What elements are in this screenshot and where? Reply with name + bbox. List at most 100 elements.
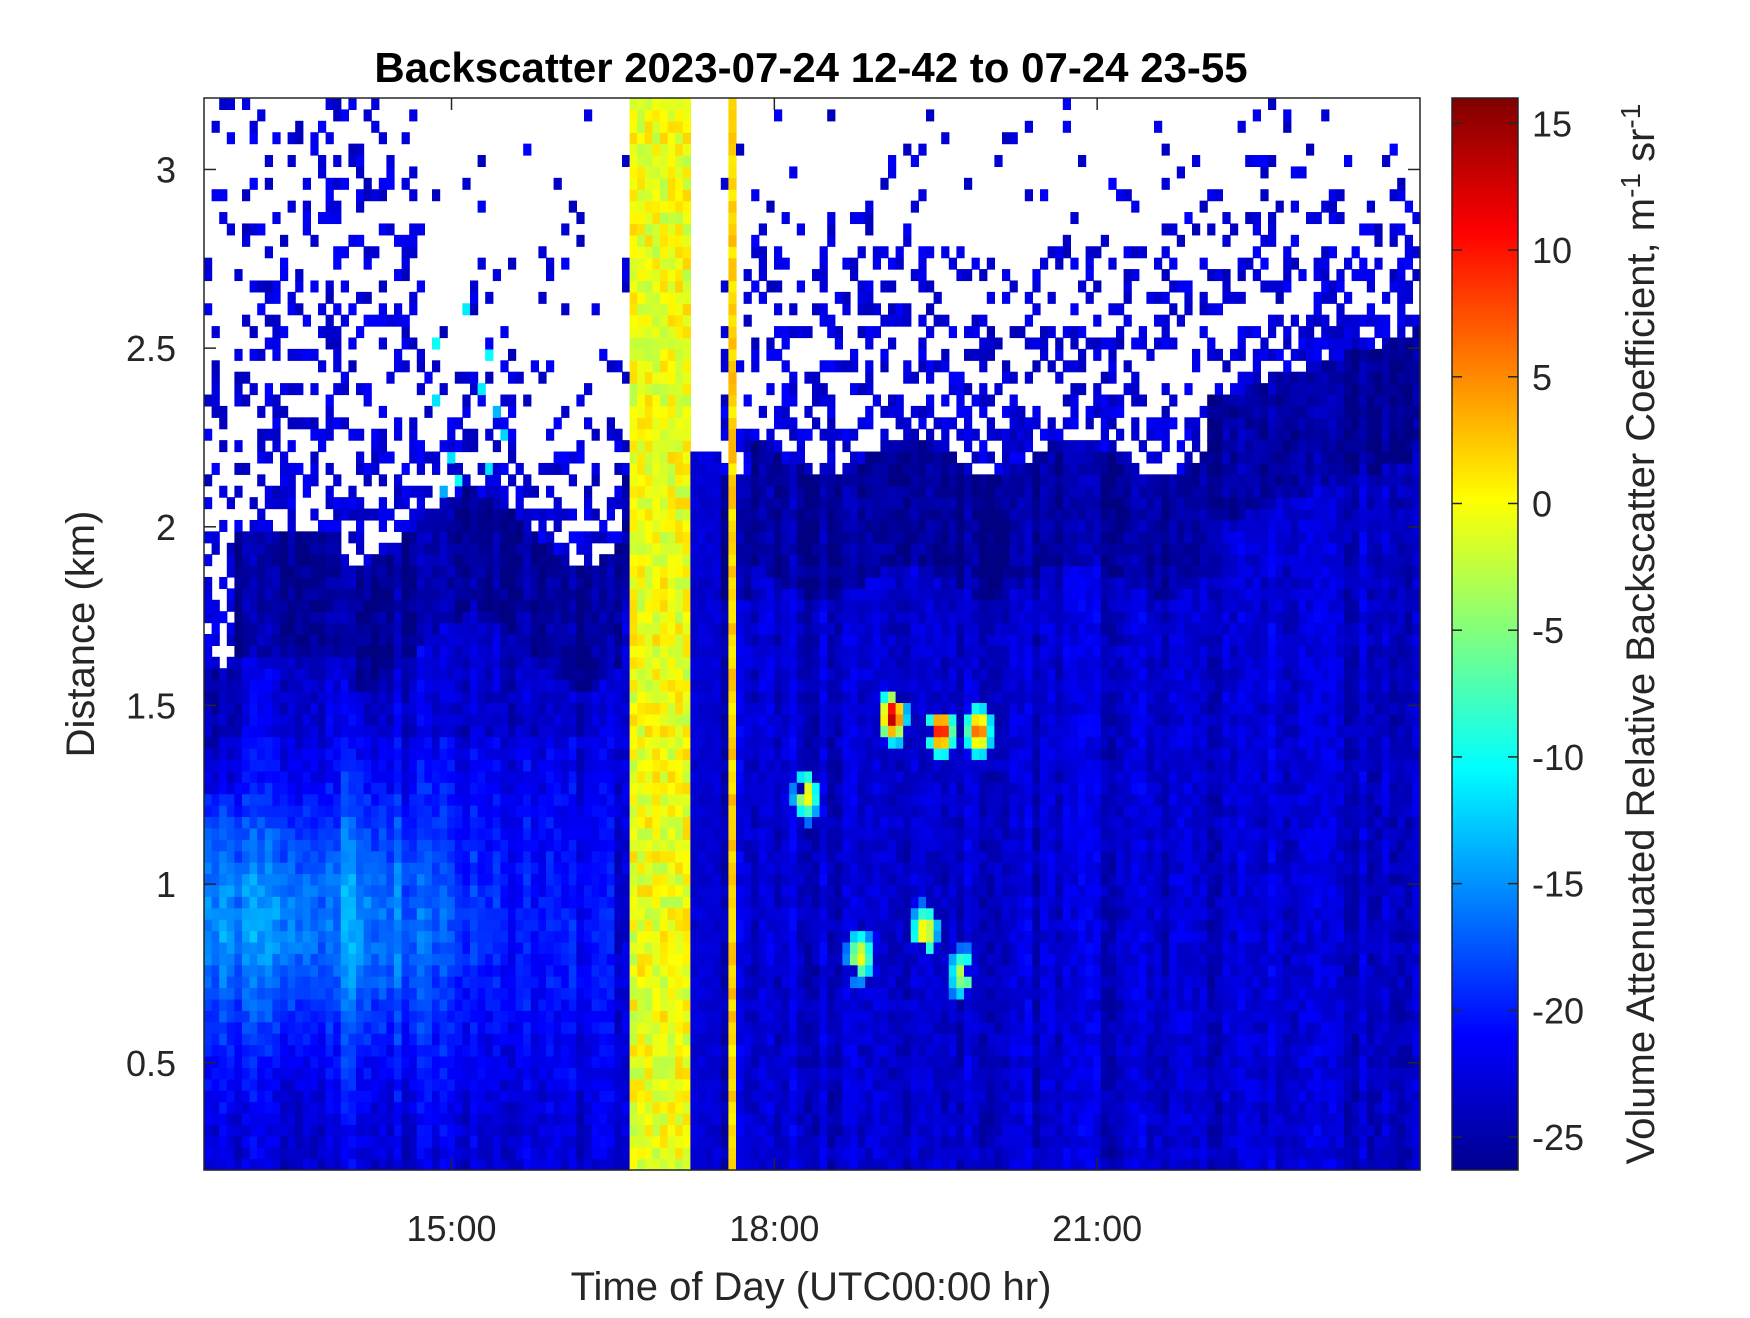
heatmap-cell: [264, 805, 273, 818]
heatmap-cell: [454, 1033, 463, 1046]
heatmap-cell: [652, 1147, 661, 1160]
heatmap-cell: [302, 177, 311, 190]
heatmap-cell: [356, 748, 365, 761]
heatmap-cell: [325, 702, 334, 715]
heatmap-cell: [257, 1055, 266, 1068]
heatmap-cell: [690, 554, 699, 567]
heatmap-cell: [470, 691, 479, 704]
heatmap-cell: [682, 451, 691, 464]
heatmap-cell: [561, 748, 570, 761]
heatmap-cell: [477, 816, 486, 829]
heatmap-cell: [515, 1135, 524, 1148]
heatmap-cell: [682, 394, 691, 407]
heatmap-cell: [584, 862, 593, 875]
heatmap-cell: [318, 941, 327, 954]
heatmap-cell: [530, 953, 539, 966]
heatmap-cell: [576, 1067, 585, 1080]
heatmap-cell: [728, 691, 737, 704]
heatmap-cell: [454, 485, 463, 498]
heatmap-cell: [348, 1158, 357, 1171]
heatmap-cell: [439, 1044, 448, 1057]
heatmap-cell: [378, 611, 387, 624]
heatmap-cell: [538, 1078, 547, 1091]
heatmap-cell: [333, 656, 342, 669]
heatmap-cell: [325, 987, 334, 1000]
heatmap-cell: [363, 291, 372, 304]
heatmap-cell: [667, 805, 676, 818]
heatmap-cell: [606, 531, 615, 544]
heatmap-cell: [226, 565, 235, 578]
heatmap-cell: [599, 998, 608, 1011]
heatmap-cell: [606, 748, 615, 761]
heatmap-cell: [485, 371, 494, 384]
heatmap-cell: [500, 554, 509, 567]
heatmap-cell: [386, 576, 395, 589]
heatmap-cell: [416, 816, 425, 829]
heatmap-cell: [401, 725, 410, 738]
heatmap-cell: [644, 588, 653, 601]
heatmap-cell: [728, 314, 737, 327]
heatmap-cell: [515, 679, 524, 692]
heatmap-cell: [470, 976, 479, 989]
heatmap-cell: [508, 531, 517, 544]
heatmap-cell: [272, 941, 281, 954]
heatmap-cell: [561, 462, 570, 475]
heatmap-cell: [325, 1033, 334, 1046]
heatmap-cell: [492, 668, 501, 681]
heatmap-cell: [599, 827, 608, 840]
heatmap-cell: [394, 611, 403, 624]
heatmap-cell: [720, 588, 729, 601]
heatmap-cell: [713, 976, 722, 989]
heatmap-cell: [401, 770, 410, 783]
heatmap-cell: [690, 531, 699, 544]
heatmap-cell: [546, 725, 555, 738]
heatmap-cell: [606, 1112, 615, 1125]
heatmap-cell: [287, 622, 296, 635]
heatmap-cell: [394, 1101, 403, 1114]
heatmap-cell: [538, 1055, 547, 1068]
heatmap-cell: [546, 599, 555, 612]
heatmap-cell: [394, 702, 403, 715]
heatmap-cell: [287, 417, 296, 430]
heatmap-cell: [720, 850, 729, 863]
heatmap-cell: [477, 907, 486, 920]
heatmap-cell: [713, 1147, 722, 1160]
heatmap-cell: [743, 976, 752, 989]
heatmap-cell: [318, 953, 327, 966]
heatmap-cell: [720, 417, 729, 430]
heatmap-cell: [470, 679, 479, 692]
heatmap-cell: [204, 1158, 213, 1171]
heatmap-cell: [606, 953, 615, 966]
heatmap-cell: [234, 1124, 243, 1137]
heatmap-cell: [257, 1158, 266, 1171]
heatmap-cell: [378, 1135, 387, 1148]
heatmap-cell: [690, 816, 699, 829]
heatmap-cell: [682, 884, 691, 897]
heatmap-cell: [553, 1135, 562, 1148]
heatmap-cell: [508, 998, 517, 1011]
heatmap-cell: [568, 907, 577, 920]
heatmap-cell: [462, 1055, 471, 1068]
heatmap-cell: [728, 953, 737, 966]
heatmap-cell: [553, 896, 562, 909]
heatmap-cell: [272, 440, 281, 453]
heatmap-cell: [751, 873, 760, 886]
heatmap-cell: [728, 599, 737, 612]
heatmap-cell: [462, 1158, 471, 1171]
heatmap-cell: [409, 691, 418, 704]
heatmap-cell: [736, 143, 745, 156]
heatmap-cell: [340, 1112, 349, 1125]
heatmap-cell: [477, 702, 486, 715]
heatmap-cell: [682, 850, 691, 863]
heatmap-cell: [682, 919, 691, 932]
heatmap-cell: [515, 576, 524, 589]
heatmap-cell: [705, 611, 714, 624]
heatmap-cell: [424, 964, 433, 977]
heatmap-cell: [530, 360, 539, 373]
heatmap-cell: [675, 383, 684, 396]
heatmap-cell: [743, 1055, 752, 1068]
heatmap-cell: [280, 736, 289, 749]
heatmap-cell: [394, 1147, 403, 1160]
heatmap-cell: [622, 691, 631, 704]
heatmap-cell: [561, 1021, 570, 1034]
